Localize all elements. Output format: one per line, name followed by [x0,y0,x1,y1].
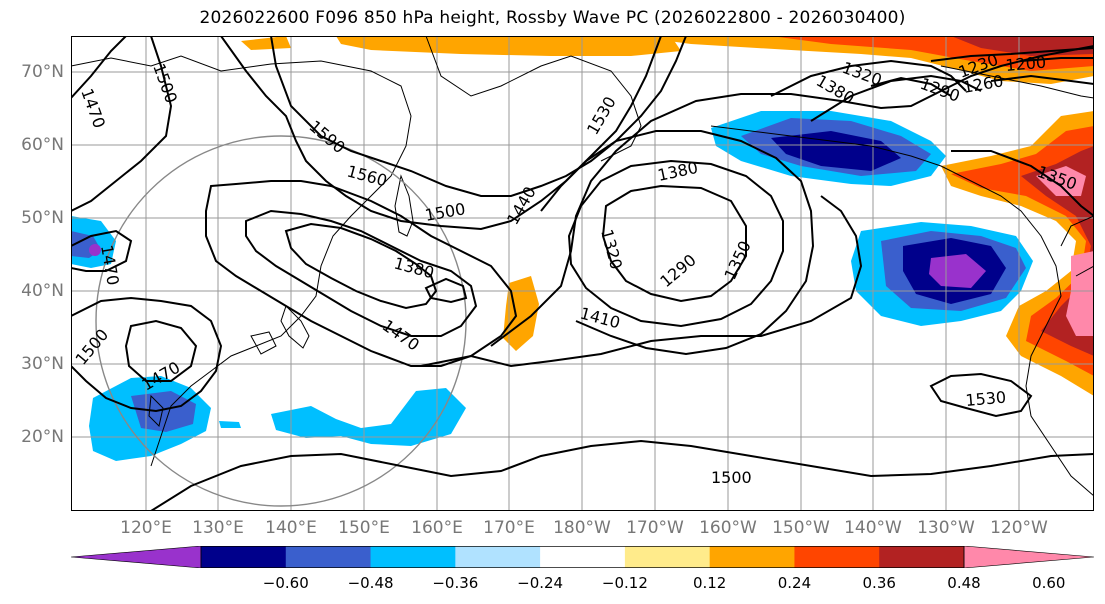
colorbar-tick-label: −0.12 [601,574,648,592]
lon-label-130w: 130°W [917,518,975,538]
lon-label-140w: 140°W [844,518,902,538]
colorbar-segment [455,546,541,568]
colorbar-segment [879,546,965,568]
lon-label-170w: 170°W [626,518,684,538]
colorbar-segment [370,546,456,568]
lon-label-160w: 160°W [699,518,757,538]
colorbar-segment [624,546,711,568]
lon-label-120e: 120°E [120,518,172,538]
colorbar [71,546,1094,568]
colorbar-segment [709,546,795,568]
colorbar-segment [285,546,372,568]
lon-label-180w: 180°W [553,518,611,538]
lat-label-40n: 40°N [21,281,64,301]
contour-label: 1530 [965,388,1007,410]
colorbar-segment [794,546,880,568]
lat-label-50n: 50°N [21,208,64,228]
colorbar-tick-label: −0.36 [432,574,479,592]
lat-label-20n: 20°N [21,427,64,447]
lon-label-130e: 130°E [192,518,244,538]
colorbar-tick-label: −0.48 [347,574,394,592]
colorbar-extend-high [963,546,1094,568]
colorbar-tick-label: 0.12 [692,574,727,592]
colorbar-tick-label: 0.36 [862,574,896,592]
lat-label-70n: 70°N [21,62,64,82]
map-title: 2026022600 F096 850 hPa height, Rossby W… [199,8,906,28]
graticule [71,36,1094,511]
lon-label-150e: 150°E [338,518,390,538]
lat-label-60n: 60°N [21,135,64,155]
height-contours [71,36,1094,511]
lon-label-170e: 170°E [483,518,535,538]
colorbar-segment [540,546,626,568]
colorbar-tick-label: 0.60 [1032,574,1066,592]
lon-label-140e: 140°E [265,518,317,538]
lon-label-120w: 120°W [990,518,1048,538]
great-circle [95,135,467,507]
lat-label-30n: 30°N [21,354,64,374]
map-panel: 1470 1500 1590 1560 1500 1470 1380 1530 … [71,36,1094,511]
contour-label: 1500 [711,468,752,487]
lon-label-150w: 150°W [772,518,830,538]
colorbar-segment [201,546,287,568]
colorbar-tick-label: −0.60 [262,574,309,592]
colorbar-frame [200,546,965,568]
colorbar-tick-label: 0.48 [947,574,981,592]
colorbar-tick-label: 0.24 [777,574,812,592]
contour-label: 1200 [1005,53,1047,75]
colorbar-tick-label: −0.24 [517,574,564,592]
colorbar-extend-low [71,546,202,568]
lon-label-160e: 160°E [411,518,463,538]
